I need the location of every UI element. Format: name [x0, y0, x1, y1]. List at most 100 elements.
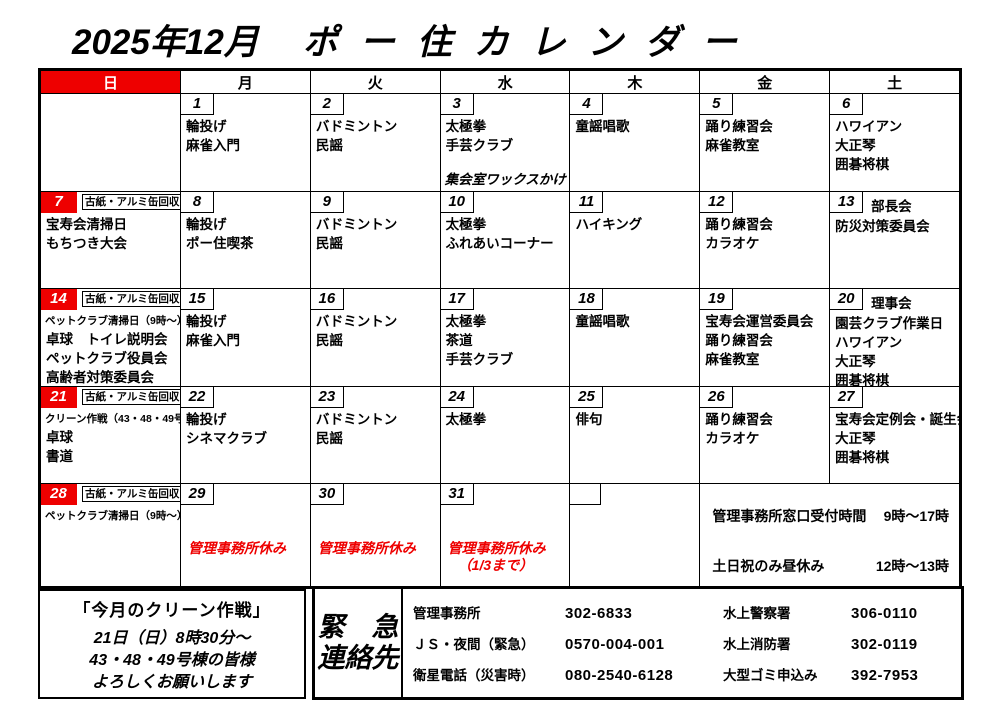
- event-item: 踊り練習会: [705, 333, 773, 348]
- event-item: 民謡: [315, 431, 343, 446]
- day-number: 12: [700, 192, 734, 213]
- event-list: バドミントン 民謡: [311, 312, 440, 350]
- office-closed-note: 管理事務所休み （1/3まで）: [448, 540, 546, 574]
- contact-name: 水上警察署: [723, 606, 791, 621]
- calendar-cell: 9 バドミントン 民謡: [309, 191, 440, 288]
- day-number: 8: [181, 192, 214, 213]
- weekday-label: 土: [829, 71, 959, 93]
- calendar-cell: 20 理事会 園芸クラブ作業日 ハワイアン 大正琴 囲碁将棋: [829, 288, 959, 386]
- calendar-cell: 23 バドミントン 民謡: [309, 386, 440, 483]
- day-number: 7: [41, 192, 77, 213]
- event-item: 卓球: [46, 430, 73, 445]
- contact-phone: 392-7953: [851, 667, 919, 684]
- cell-head: 11: [570, 192, 699, 213]
- event-list: 童謡唱歌: [570, 312, 699, 331]
- event-item: ペットクラブ役員会: [46, 351, 168, 366]
- event-item: 麻雀入門: [186, 333, 240, 348]
- office-closed-line: （1/3まで）: [457, 557, 534, 573]
- calendar-cell: 7 古紙・アルミ缶回収 宝寿会清掃日 もちつき大会: [41, 191, 180, 288]
- contact-phone: 306-0110: [851, 605, 918, 622]
- day-number: 21: [41, 387, 77, 408]
- contact-phone: 302-6833: [565, 605, 633, 622]
- cell-head: 5: [700, 94, 829, 115]
- day-side-label: 部長会: [871, 199, 912, 214]
- office-hours-cell: 管理事務所窓口受付時間 9時～17時 土日祝のみ昼休み 12時～13時: [699, 483, 959, 586]
- event-item: 宝寿会運営委員会: [705, 314, 814, 329]
- contact-phone: 302-0119: [851, 636, 918, 653]
- event-list: 宝寿会清掃日 もちつき大会: [41, 215, 180, 253]
- event-list: 卓球 書道: [41, 428, 180, 466]
- cell-head: 12: [700, 192, 829, 213]
- office-closed-line: 管理事務所休み: [317, 540, 416, 556]
- contact-name: 管理事務所: [413, 606, 481, 621]
- calendar-cell: 8 輪投げ ポー住喫茶: [180, 191, 310, 288]
- cell-head: 24: [440, 387, 570, 408]
- page-title: 2025年12月 ポー住カレンダー: [72, 14, 759, 65]
- event-item: カラオケ: [705, 236, 760, 251]
- office-closed-note: 管理事務所休み: [188, 540, 286, 557]
- event-item: 民謡: [315, 333, 343, 348]
- clean-campaign-line: よろしくお願いします: [91, 674, 252, 691]
- calendar-cell: [569, 483, 700, 586]
- contact-phone: 080-2540-6128: [565, 667, 674, 684]
- weekday-label: 木: [569, 71, 699, 93]
- day-number: 6: [830, 94, 864, 115]
- weekday-label: 水: [439, 71, 570, 93]
- event-list: ハイキング: [570, 215, 699, 234]
- day-number: 17: [440, 289, 474, 310]
- office-closed-line: 管理事務所休み: [447, 540, 546, 556]
- event-item: 童謡唱歌: [575, 119, 630, 134]
- calendar-cell: 24 太極拳: [439, 386, 570, 483]
- event-item: 民謡: [315, 236, 343, 251]
- clean-campaign-line: 21日（日）8時30分～: [93, 630, 251, 647]
- calendar-table: 日月火水木金土 1 輪投げ 麻雀入門 2 バドミントン 民謡 3 太極拳 手芸クラブ 集会室ワック…: [38, 68, 962, 589]
- calendar-cell: 11 ハイキング: [569, 191, 700, 288]
- office-closed-note: 管理事務所休み: [318, 540, 416, 557]
- event-item: 書道: [46, 449, 73, 464]
- calendar-cell: 1 輪投げ 麻雀入門: [180, 93, 310, 191]
- cell-head: 31: [440, 484, 570, 505]
- cell-head: 14 古紙・アルミ缶回収: [41, 289, 180, 310]
- event-item: 防災対策委員会: [835, 219, 930, 234]
- event-item: 俳句: [575, 412, 603, 427]
- emergency-contact-list: 管理事務所 302-6833 水上警察署 306-0110 ＪＳ・夜間（緊急） 0570-…: [403, 589, 961, 697]
- event-list: 輪投げ 麻雀入門: [181, 117, 310, 155]
- cell-head: 6: [830, 94, 959, 115]
- calendar-cell: 3 太極拳 手芸クラブ 集会室ワックスかけ: [439, 93, 570, 191]
- weekday-label: 金: [699, 71, 829, 93]
- event-item: 園芸クラブ作業日: [835, 316, 944, 331]
- day-number: 18: [570, 289, 604, 310]
- event-list: バドミントン 民謡: [311, 117, 440, 155]
- event-list: 輪投げ シネマクラブ: [181, 410, 310, 448]
- event-list: 踊り練習会 カラオケ: [700, 410, 829, 448]
- calendar-cell: 16 バドミントン 民謡: [309, 288, 440, 386]
- clean-campaign-box: 「今月のクリーン作戦」 21日（日）8時30分～ 43・48・49号棟の皆様 よろし…: [38, 589, 306, 699]
- day-number: 4: [570, 94, 604, 115]
- event-item: 囲碁将棋: [835, 157, 890, 172]
- event-list: 宝寿会定例会・誕生会 大正琴 囲碁将棋: [830, 410, 959, 467]
- event-item: 童謡唱歌: [575, 314, 630, 329]
- event-item: バドミントン: [315, 217, 398, 232]
- cell-head: 30: [310, 484, 440, 505]
- day-number: 30: [310, 484, 344, 505]
- recycle-collection-badge: 古紙・アルミ缶回収: [82, 486, 180, 502]
- day-number: [570, 484, 602, 505]
- calendar-cell: 18 童謡唱歌: [569, 288, 700, 386]
- calendar-cell: 14 古紙・アルミ缶回収 ペットクラブ清掃日（9時～） 卓球 トイレ説明会 ペットクラブ…: [41, 288, 180, 386]
- office-hours-label: 土日祝のみ昼休み: [712, 558, 825, 574]
- event-item: 太極拳: [445, 412, 487, 427]
- event-item: ハワイアン: [835, 335, 903, 350]
- event-item: 輪投げ: [186, 412, 227, 427]
- week-row: 21古紙・アルミ缶回収クリーン作戦（43・48・49号棟）卓球書道22輪投げシネ…: [41, 386, 959, 483]
- event-item: 太極拳: [445, 314, 487, 329]
- cell-head: 8: [181, 192, 310, 213]
- day-number: 14: [41, 289, 77, 310]
- day-number: 9: [310, 192, 344, 213]
- event-item: ハワイアン: [835, 119, 903, 134]
- cell-head: 9: [310, 192, 440, 213]
- cell-head: 16: [310, 289, 440, 310]
- week-row: 28 古紙・アルミ缶回収 ペットクラブ清掃日（9時～） 29 管理事務所休み 30 管理事務…: [41, 483, 959, 586]
- cell-head: 13 部長会: [830, 192, 959, 215]
- clean-campaign-lines: 21日（日）8時30分～ 43・48・49号棟の皆様 よろしくお願いします: [40, 628, 304, 694]
